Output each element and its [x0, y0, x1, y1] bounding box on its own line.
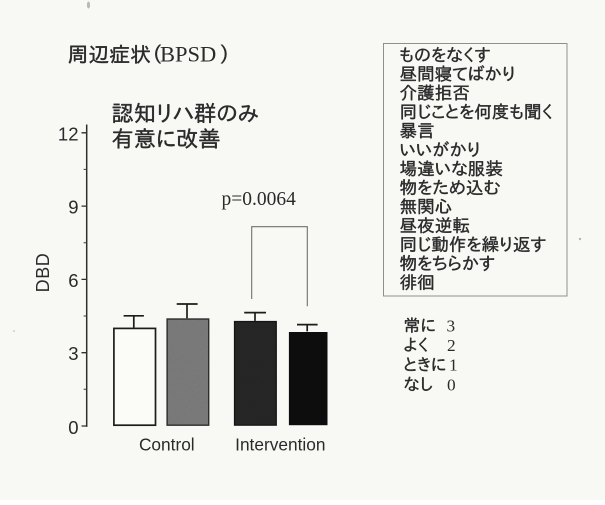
svg-text:1: 1	[449, 356, 458, 375]
svg-text:0: 0	[68, 417, 78, 438]
svg-text:12: 12	[58, 123, 79, 144]
svg-text:9: 9	[68, 197, 78, 218]
svg-text:DBD: DBD	[33, 253, 53, 293]
svg-text:3: 3	[447, 317, 456, 336]
svg-text:6: 6	[68, 270, 78, 291]
svg-text:0: 0	[447, 375, 456, 394]
svg-text:BPSD: BPSD	[160, 42, 216, 67]
svg-text:p=0.0064: p=0.0064	[222, 189, 297, 210]
svg-text:3: 3	[68, 343, 78, 364]
svg-text:Control: Control	[139, 435, 195, 455]
svg-text:2: 2	[447, 336, 456, 355]
svg-text:Intervention: Intervention	[235, 435, 325, 455]
